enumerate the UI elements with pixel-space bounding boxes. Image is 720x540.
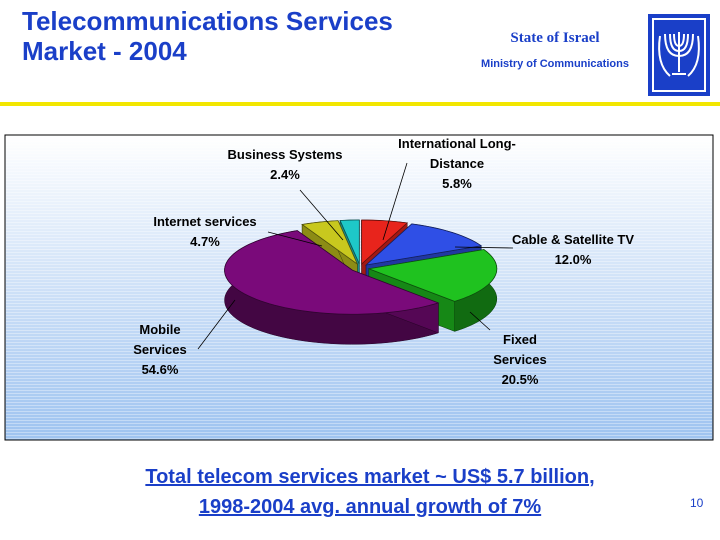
slice-label: International Long-Distance 5.8% bbox=[397, 134, 517, 194]
footer-line: Total telecom services market ~ US$ 5.7 … bbox=[145, 466, 595, 488]
slice bbox=[364, 223, 483, 266]
page-number: 10 bbox=[690, 496, 704, 510]
leader-line bbox=[197, 299, 236, 350]
value-label: 12.0% bbox=[554, 252, 592, 267]
leader-line bbox=[267, 231, 323, 247]
value-label: 4.7% bbox=[190, 234, 220, 249]
category-label: Fixed Services bbox=[493, 332, 547, 367]
footer-line: 1998-2004 avg. annual growth of 7% bbox=[198, 496, 542, 518]
slice-label: Cable & Satellite TV 12.0% bbox=[511, 230, 636, 270]
slice bbox=[361, 219, 409, 265]
slice bbox=[339, 219, 360, 265]
category-label: Cable & Satellite TV bbox=[511, 232, 635, 247]
value-label: 20.5% bbox=[501, 372, 539, 387]
slide-title: Telecommunications Services Market - 200… bbox=[22, 6, 393, 66]
slice-label: Fixed Services 20.5% bbox=[485, 330, 555, 390]
slice bbox=[224, 230, 440, 315]
category-label: Mobile Services bbox=[133, 322, 187, 357]
category-label: Business Systems bbox=[227, 147, 343, 162]
category-label: Internet services bbox=[153, 214, 257, 229]
value-label: 2.4% bbox=[270, 167, 300, 182]
ministry: Ministry of Communications bbox=[481, 58, 629, 70]
slice bbox=[367, 249, 498, 302]
slice-label: Business Systems 2.4% bbox=[205, 145, 365, 185]
org: State of Israel bbox=[510, 30, 600, 46]
leader-line bbox=[469, 311, 491, 331]
emblem bbox=[648, 14, 710, 96]
slice-label: Mobile Services 54.6% bbox=[123, 320, 198, 380]
slice bbox=[301, 220, 359, 266]
leader-line bbox=[299, 189, 344, 241]
category-label: International Long-Distance bbox=[398, 136, 516, 171]
slice-label: Internet services 4.7% bbox=[135, 212, 275, 252]
value-label: 54.6% bbox=[141, 362, 179, 377]
divider bbox=[0, 102, 720, 106]
footer: Total telecom services market ~ US$ 5.7 … bbox=[60, 462, 680, 522]
value-label: 5.8% bbox=[442, 176, 472, 191]
leader-line bbox=[454, 246, 514, 249]
leader-line bbox=[382, 162, 408, 241]
